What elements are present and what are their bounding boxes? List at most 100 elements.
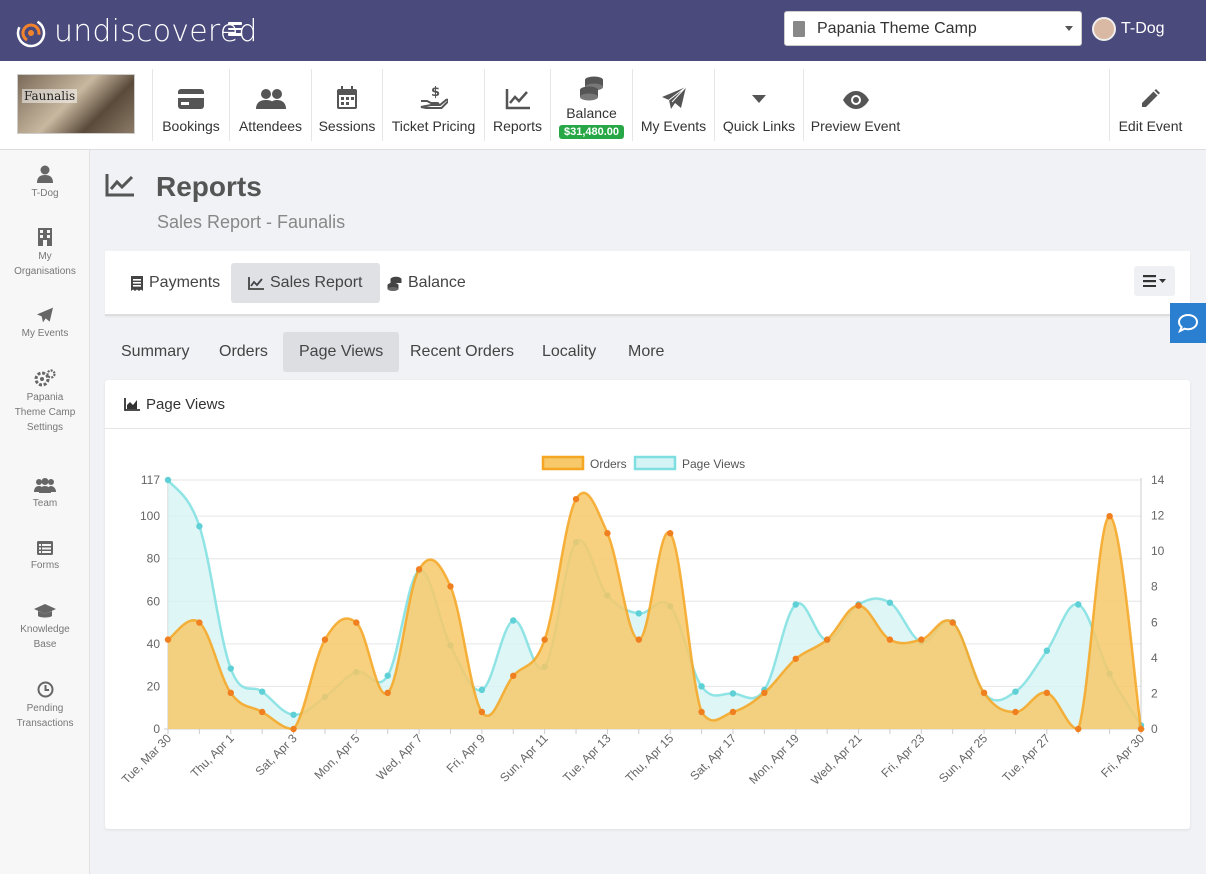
tab-more[interactable]: More — [628, 343, 665, 360]
data-point — [792, 601, 799, 608]
data-point — [1012, 708, 1019, 716]
tab-balance[interactable]: Balance — [370, 263, 483, 303]
data-point — [823, 636, 831, 643]
balance-badge: $31,480.00 — [558, 125, 625, 139]
x-tick-label: Mon, Apr 5 — [312, 731, 363, 782]
y-right-tick-label: 0 — [1151, 722, 1158, 736]
sidebar-item-camp-settings[interactable]: Papania Theme Camp Settings — [0, 369, 90, 435]
report-options-button[interactable] — [1134, 266, 1175, 296]
tab-page-views[interactable]: Page Views — [283, 332, 400, 372]
credit-card-icon — [178, 89, 204, 109]
tab-summary[interactable]: Summary — [121, 343, 190, 360]
menu-toggle-icon[interactable] — [228, 22, 242, 36]
toolbar-attendees[interactable]: Attendees — [229, 69, 311, 141]
paper-plane-icon — [661, 86, 686, 109]
coins-icon — [579, 76, 603, 101]
series-line-orders — [167, 491, 1143, 731]
toolbar-label: Quick Links — [722, 118, 796, 134]
data-point — [1106, 512, 1113, 520]
sidebar-item-pending-transactions[interactable]: Pending Transactions — [0, 681, 90, 731]
data-point — [478, 708, 486, 716]
data-point — [886, 599, 894, 606]
cogs-icon — [34, 369, 56, 387]
data-point — [1043, 647, 1051, 654]
y-right-tick-label: 14 — [1151, 473, 1165, 487]
sidebar: T-Dog My Organisations My Events Papania… — [0, 150, 90, 874]
toolbar-preview-event[interactable]: Preview Event — [803, 69, 907, 141]
toolbar-label: Bookings — [162, 118, 220, 134]
x-tick-label: Tue, Apr 27 — [1000, 731, 1054, 785]
toolbar-balance[interactable]: Balance $31,480.00 — [550, 69, 632, 141]
event-toolbar: Faunalis Bookings Attendees Sessions $ T… — [0, 61, 1206, 150]
chat-button[interactable] — [1170, 303, 1206, 343]
user-menu[interactable]: T-Dog — [1092, 17, 1165, 41]
data-point — [510, 617, 517, 624]
organisation-select[interactable]: Papania Theme Camp — [784, 11, 1082, 46]
area-chart-icon — [124, 397, 140, 411]
sidebar-item-my-events[interactable]: My Events — [0, 307, 90, 341]
sidebar-item-label: Knowledge Base — [20, 624, 70, 650]
legend-label: Page Views — [682, 457, 745, 471]
data-point — [1043, 689, 1051, 697]
toolbar-label: Sessions — [318, 118, 376, 134]
users-icon — [34, 478, 56, 493]
tab-recent-orders[interactable]: Recent Orders — [410, 343, 515, 360]
clock-icon — [37, 681, 53, 698]
tab-payments[interactable]: Payments — [114, 263, 237, 303]
toolbar-bookings[interactable]: Bookings — [152, 69, 229, 141]
data-point — [698, 683, 705, 690]
data-point — [666, 530, 674, 537]
sidebar-item-label: My Organisations — [14, 251, 76, 277]
toolbar-ticket-pricing[interactable]: $ Ticket Pricing — [382, 69, 484, 141]
tab-orders[interactable]: Orders — [219, 343, 268, 360]
sidebar-item-profile[interactable]: T-Dog — [0, 165, 90, 201]
sidebar-item-my-organisations[interactable]: My Organisations — [0, 228, 90, 279]
data-point — [541, 636, 548, 643]
x-tick-label: Fri, Apr 9 — [444, 731, 489, 776]
legend-swatch — [541, 455, 585, 471]
y-left-tick-label: 0 — [153, 722, 160, 736]
data-point — [635, 636, 643, 643]
y-left-tick-label: 20 — [147, 679, 161, 693]
toolbar-edit-event[interactable]: Edit Event — [1109, 69, 1191, 141]
sidebar-item-knowledge-base[interactable]: Knowledge Base — [0, 603, 90, 652]
tab-locality[interactable]: Locality — [542, 343, 597, 360]
data-point — [290, 725, 297, 733]
user-icon — [37, 165, 53, 183]
sidebar-item-team[interactable]: Team — [0, 478, 90, 511]
paper-plane-icon — [37, 307, 53, 323]
chart-card: Page Views 0 20 40 60 80 100 117 0 2 4 6 8 10 12 14 Tue… — [105, 380, 1190, 829]
sidebar-item-forms[interactable]: Forms — [0, 541, 90, 573]
x-tick-label: Sun, Apr 25 — [936, 731, 990, 785]
building-icon — [793, 20, 805, 37]
data-point — [227, 665, 234, 672]
hand-dollar-icon: $ — [420, 85, 448, 109]
toolbar-my-events[interactable]: My Events — [632, 69, 714, 141]
logo-text: undiscovered — [54, 13, 258, 49]
tab-sales-report[interactable]: Sales Report — [231, 263, 380, 303]
data-point — [1075, 725, 1082, 733]
toolbar-label: Edit Event — [1118, 118, 1183, 134]
event-thumbnail[interactable]: Faunalis — [17, 74, 135, 134]
data-point — [604, 530, 611, 537]
toolbar-quick-links[interactable]: Quick Links — [714, 69, 803, 141]
sidebar-item-label: Team — [32, 498, 58, 509]
sidebar-item-label: My Events — [21, 328, 69, 339]
toolbar-label: Attendees — [238, 118, 303, 134]
data-point — [729, 690, 737, 697]
tab-label: Balance — [408, 274, 466, 291]
chart-line-icon — [505, 89, 530, 110]
data-point — [353, 619, 360, 626]
toolbar-reports[interactable]: Reports — [484, 69, 550, 141]
y-right-tick-label: 6 — [1151, 615, 1158, 629]
toolbar-sessions[interactable]: Sessions — [311, 69, 382, 141]
users-icon — [255, 89, 286, 109]
y-left-tick-label: 100 — [140, 509, 160, 523]
logo[interactable]: undiscovered — [14, 12, 258, 50]
organisation-select-value: Papania Theme Camp — [817, 19, 977, 37]
data-point — [510, 672, 517, 679]
data-point — [196, 619, 203, 626]
chart-card-title: Page Views — [146, 395, 225, 413]
calendar-icon — [337, 86, 357, 109]
y-right-tick-label: 12 — [1151, 509, 1165, 523]
